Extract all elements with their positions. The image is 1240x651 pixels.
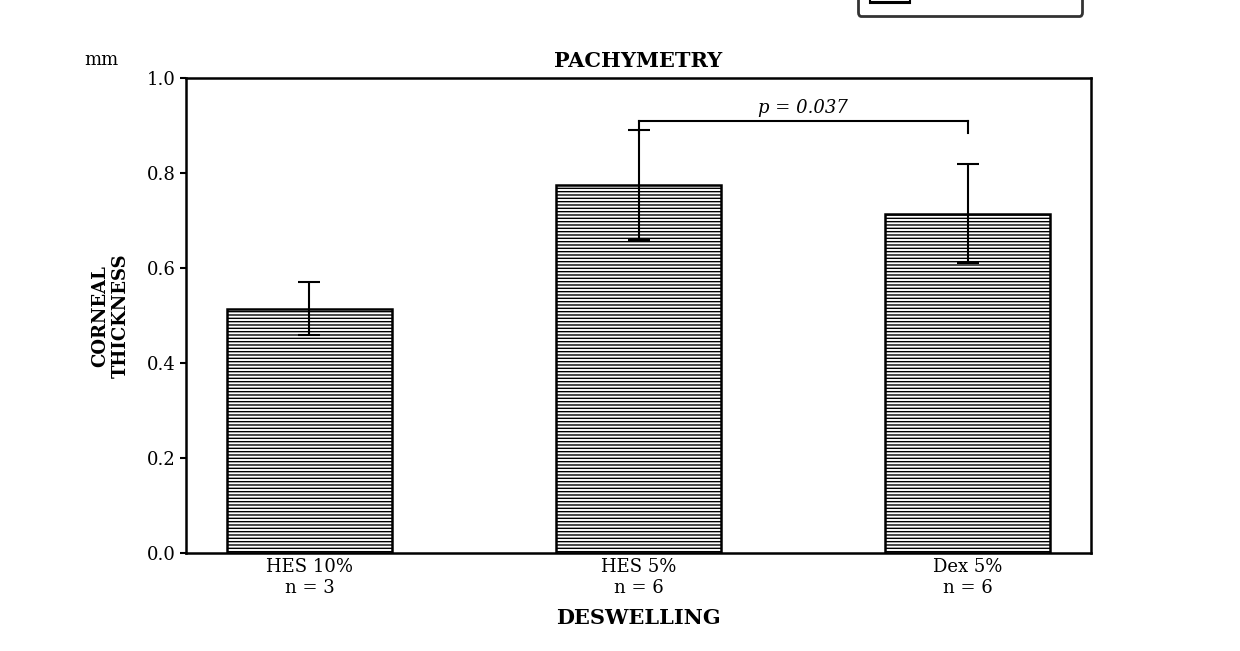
Bar (227, 309, 392, 553)
Bar (557, 185, 720, 553)
Legend: PACHYMETRY: PACHYMETRY (858, 0, 1083, 16)
X-axis label: DESWELLING: DESWELLING (557, 608, 720, 628)
Bar (885, 214, 1050, 553)
Text: p = 0.037: p = 0.037 (758, 99, 848, 117)
Title: PACHYMETRY: PACHYMETRY (554, 51, 723, 71)
Text: mm: mm (84, 51, 118, 68)
Y-axis label: CORNEAL
THICKNESS: CORNEAL THICKNESS (92, 253, 130, 378)
